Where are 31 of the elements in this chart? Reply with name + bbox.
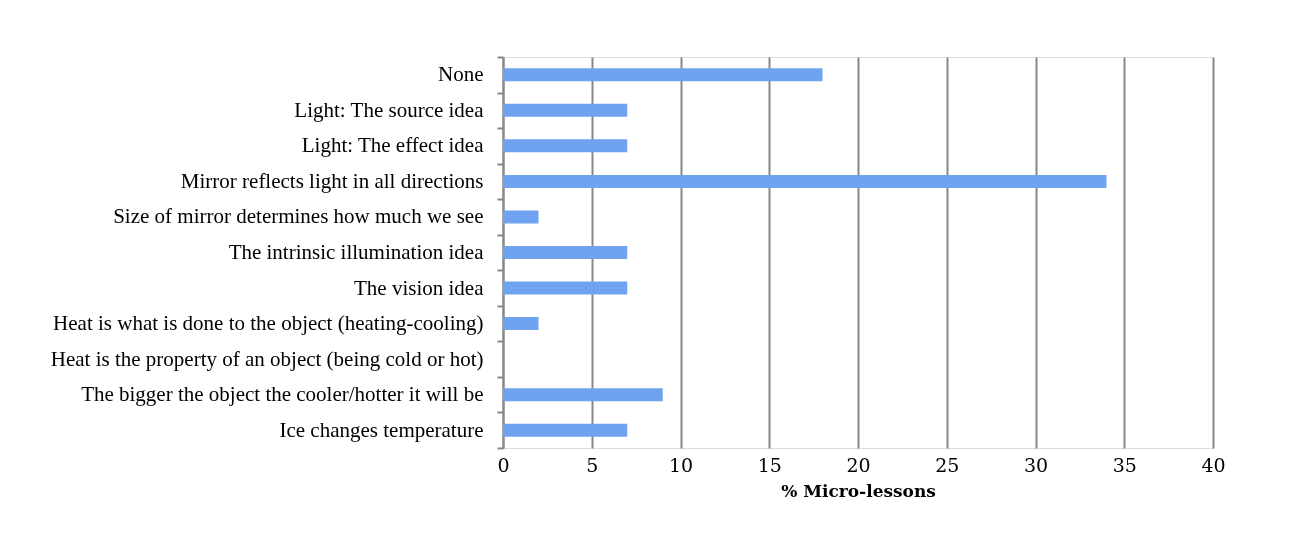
bar <box>503 210 539 224</box>
bar <box>503 281 628 295</box>
y-tick-label: None <box>438 62 484 87</box>
x-tick-label: 30 <box>1023 453 1049 476</box>
bar <box>503 246 628 259</box>
y-tick-label: Mirror reflects light in all directions <box>180 168 484 193</box>
x-tick-label: 20 <box>846 453 871 476</box>
x-tick-label: 10 <box>668 453 694 476</box>
y-tick-label: The bigger the object the cooler/hotter it will be <box>81 382 484 407</box>
y-tick-label: Ice changes temperature <box>279 417 484 442</box>
y-tick-label: Light: The source idea <box>294 97 485 122</box>
y-tick-label: Light: The effect idea <box>301 133 485 158</box>
bar <box>503 388 663 402</box>
x-tick-label: 40 <box>1201 453 1226 476</box>
x-tick-label: 5 <box>586 453 599 476</box>
bar <box>503 423 628 437</box>
y-tick-label: Heat is the property of an object (being cold or hot) <box>50 346 484 371</box>
bar <box>503 317 539 331</box>
y-tick-label: The vision idea <box>354 275 485 300</box>
y-tick-label: The intrinsic illumination idea <box>228 240 485 264</box>
bar <box>503 174 1107 188</box>
x-tick-label: 15 <box>757 453 782 476</box>
y-tick-label: Heat is what is done to the object (heating-cooling) <box>53 311 484 336</box>
bar <box>503 139 628 153</box>
bar <box>503 68 823 82</box>
bar <box>503 103 628 117</box>
x-tick-label: 35 <box>1112 453 1137 476</box>
x-tick-label: 0 <box>497 453 510 476</box>
x-tick-label: 25 <box>935 453 960 476</box>
y-tick-label: Size of mirror determines how much we see <box>113 204 484 229</box>
x-axis-title: % Micro-lessons <box>781 480 936 501</box>
